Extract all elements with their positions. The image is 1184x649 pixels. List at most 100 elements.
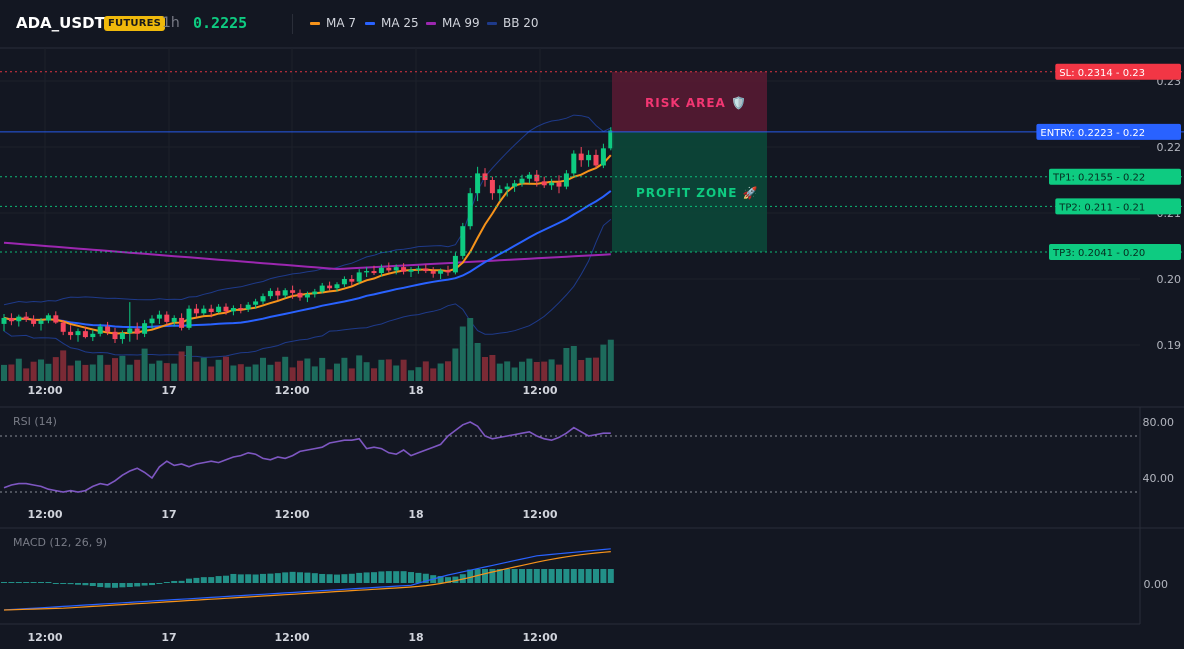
candle-body (201, 308, 207, 314)
macd-hist-bar (311, 573, 318, 583)
volume-bar (607, 339, 614, 381)
candle-body (1, 317, 7, 324)
legend-bb20[interactable]: BB 20 (487, 16, 539, 30)
macd-hist-bar (334, 574, 340, 583)
macd-hist-bar (208, 577, 215, 583)
ma99-line (3, 241, 611, 271)
volume-bar (348, 368, 355, 381)
tp3-level-tag (1049, 243, 1181, 260)
macd-hist-bar (230, 573, 237, 583)
volume-bar (267, 364, 274, 381)
ma25-line (3, 190, 612, 329)
volume-bar (134, 359, 141, 381)
volume-bar (215, 359, 222, 381)
candle-body (445, 270, 451, 273)
rsi-title: RSI (14) (13, 415, 57, 428)
x-tick-label: 18 (408, 508, 423, 521)
volume-bar (141, 348, 148, 381)
volume-bar (526, 358, 533, 381)
tp1-level-tag (1049, 168, 1181, 185)
macd-hist-bar (1, 582, 7, 583)
macd-hist-bar (504, 569, 511, 583)
volume-bar (289, 367, 296, 381)
legend-ma25[interactable]: MA 25 (365, 16, 419, 30)
candle-body (260, 296, 266, 302)
volume-bar (371, 368, 377, 381)
x-tick-label: 17 (161, 631, 176, 644)
macd-hist-bar (178, 580, 185, 583)
macd-hist-bar (511, 569, 518, 583)
macd-hist-bar (593, 569, 599, 583)
ma25-swatch-icon (365, 21, 375, 25)
volume-bar (1, 364, 7, 381)
candle-body (208, 308, 214, 312)
candle-body (578, 153, 584, 161)
macd-hist-bar (548, 569, 555, 583)
candle-body (319, 285, 325, 292)
macd-hist-bar (23, 582, 30, 583)
volume-bar (200, 357, 207, 381)
y-tick-label: 0.19 (1157, 339, 1182, 352)
candle-body (608, 130, 614, 149)
last-price: 0.2225 (193, 14, 248, 32)
symbol-name[interactable]: ADA_USDT (16, 14, 105, 32)
macd-hist-bar (252, 574, 259, 583)
candle-body (556, 182, 562, 187)
macd-hist-bar (104, 583, 111, 588)
macd-hist-bar (223, 575, 229, 583)
tp2-level-label: TP2: 0.211 - 0.21 (1058, 202, 1145, 213)
macd-hist-bar (282, 572, 289, 583)
macd-hist-bar (245, 574, 252, 583)
macd-title: MACD (12, 26, 9) (13, 536, 107, 549)
candle-body (193, 308, 199, 314)
volume-bar (570, 346, 577, 381)
volume-bar (97, 355, 104, 381)
y-tick-label: 0.22 (1157, 141, 1182, 154)
legend-ma7[interactable]: MA 7 (310, 16, 356, 30)
volume-bar (112, 358, 118, 381)
candle-body (164, 314, 170, 322)
volume-bar (237, 364, 244, 381)
legend-ma99[interactable]: MA 99 (426, 16, 480, 30)
candle-body (223, 306, 229, 312)
candle-body (275, 290, 281, 296)
macd-hist-bar (274, 573, 281, 583)
x-tick-label: 18 (408, 631, 423, 644)
macd-hist-bar (482, 569, 488, 583)
candle-body (105, 326, 111, 332)
volume-bar (563, 348, 570, 381)
x-tick-label: 12:00 (522, 631, 557, 644)
volume-bar (186, 345, 192, 381)
candle-body (297, 292, 303, 298)
candle-body (75, 331, 81, 336)
macd-hist-bar (304, 572, 311, 583)
candle-body (334, 284, 340, 289)
candle-body (290, 290, 296, 293)
profit-zone-label: PROFIT ZONE 🚀 (636, 186, 759, 200)
macd-hist-bar (319, 573, 326, 583)
candle-body (304, 294, 310, 298)
volume-bar (104, 364, 111, 381)
candle-body (497, 189, 503, 194)
volume-bar (393, 365, 400, 381)
volume-bar (430, 368, 437, 381)
macd-hist-bar (193, 577, 200, 583)
macd-hist-bar (89, 583, 96, 587)
volume-bar (89, 364, 96, 381)
x-tick-label: 12:00 (522, 384, 557, 397)
volume-bar (341, 357, 348, 381)
volume-bar (593, 357, 599, 381)
macd-hist-bar (171, 580, 178, 583)
macd-hist-bar (422, 573, 429, 583)
candle-body (112, 331, 118, 340)
macd-hist-bar (267, 573, 274, 583)
legend-bb20-label: BB 20 (503, 16, 539, 30)
candle-body (504, 186, 510, 190)
timeframe-label[interactable]: 1h (162, 15, 180, 31)
x-tick-label: 12:00 (27, 384, 62, 397)
volume-bar (171, 363, 178, 381)
candle-body (460, 226, 466, 256)
macd-hist-bar (326, 574, 333, 583)
candle-body (127, 328, 133, 334)
